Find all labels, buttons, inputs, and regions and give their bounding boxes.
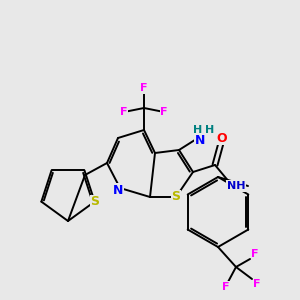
Text: O: O — [217, 131, 227, 145]
Text: F: F — [222, 282, 230, 292]
Text: F: F — [160, 107, 168, 117]
Text: H: H — [206, 125, 214, 135]
Text: F: F — [120, 107, 128, 117]
Text: S: S — [172, 190, 181, 203]
Text: F: F — [251, 249, 259, 259]
Text: H: H — [194, 125, 202, 135]
Text: N: N — [195, 134, 205, 148]
Text: S: S — [90, 195, 99, 208]
Text: NH: NH — [227, 181, 245, 191]
Text: F: F — [253, 279, 261, 289]
Text: N: N — [113, 184, 123, 196]
Text: F: F — [140, 83, 148, 93]
